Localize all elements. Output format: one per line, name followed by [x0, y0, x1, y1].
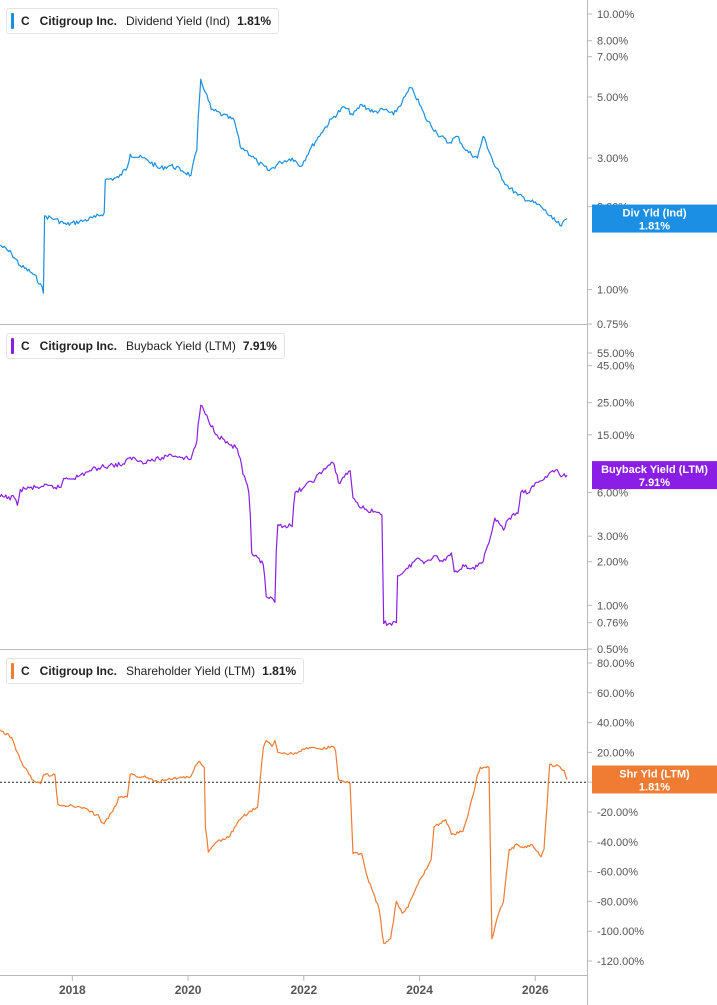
legend-color-swatch: [11, 663, 14, 679]
legend-buyback-yield: C Citigroup Inc. Buyback Yield (LTM) 7.9…: [6, 333, 285, 359]
x-tick-label: 2020: [175, 983, 202, 997]
series-line: [0, 404, 568, 626]
last-value-tag-label: Div Yld (Ind): [623, 208, 687, 220]
y-tick-label: 40.00%: [597, 718, 635, 730]
y-tick-label: -80.00%: [597, 896, 638, 908]
last-value-tag: [592, 204, 717, 233]
legend-ticker: C: [21, 339, 30, 353]
x-tick-label: 2022: [290, 983, 317, 997]
legend-color-swatch: [11, 338, 14, 354]
legend-company: Citigroup Inc.: [39, 664, 117, 678]
series-line: [0, 729, 568, 945]
y-tick-label: 0.75%: [597, 319, 628, 331]
y-tick-label: 80.00%: [597, 658, 635, 670]
x-tick-label: 2026: [522, 983, 549, 997]
legend-metric: Shareholder Yield (LTM): [126, 664, 256, 678]
last-value-tag-value: 7.91%: [639, 477, 670, 489]
legend-company: Citigroup Inc.: [39, 339, 117, 353]
last-value-tag-label: Buyback Yield (LTM): [601, 464, 708, 476]
y-tick-label: 1.00%: [597, 285, 628, 297]
y-tick-label: 0.50%: [597, 644, 628, 656]
legend-value: 1.81%: [262, 664, 297, 678]
y-tick-label: -120.00%: [597, 956, 644, 968]
last-value-tag-label: Shr Yld (LTM): [619, 769, 690, 781]
last-value-tag-value: 1.81%: [639, 221, 670, 233]
y-tick-label: 1.00%: [597, 600, 628, 612]
y-tick-label: 15.00%: [597, 430, 635, 442]
y-tick-label: 6.00%: [597, 488, 628, 500]
x-tick-label: 2018: [59, 983, 86, 997]
series-line: [0, 78, 568, 294]
y-tick-label: -40.00%: [597, 837, 638, 849]
y-tick-label: 10.00%: [597, 9, 635, 21]
legend-metric: Buyback Yield (LTM): [126, 339, 236, 353]
legend-color-swatch: [11, 13, 14, 29]
y-tick-label: 25.00%: [597, 398, 635, 410]
legend-dividend-yield: C Citigroup Inc. Dividend Yield (Ind) 1.…: [6, 8, 280, 34]
y-tick-label: 20.00%: [597, 747, 635, 759]
last-value-tag-value: 1.81%: [639, 782, 670, 794]
y-tick-label: 60.00%: [597, 688, 635, 700]
y-tick-label: 5.00%: [597, 92, 628, 104]
legend-ticker: C: [21, 14, 30, 28]
y-tick-label: 0.76%: [597, 618, 628, 630]
legend-shareholder-yield: C Citigroup Inc. Shareholder Yield (LTM)…: [6, 658, 305, 684]
y-tick-label: -100.00%: [597, 926, 644, 938]
y-tick-label: -20.00%: [597, 807, 638, 819]
legend-ticker: C: [21, 664, 30, 678]
y-tick-label: 55.00%: [597, 348, 635, 360]
y-tick-label: 8.00%: [597, 36, 628, 48]
legend-company: Citigroup Inc.: [39, 14, 117, 28]
legend-value: 1.81%: [237, 14, 272, 28]
y-tick-label: 3.00%: [597, 531, 628, 543]
y-tick-label: 3.00%: [597, 153, 628, 165]
y-tick-label: 45.00%: [597, 361, 635, 373]
last-value-tag: [592, 765, 717, 794]
y-tick-label: -60.00%: [597, 867, 638, 879]
last-value-tag: [592, 461, 717, 490]
x-tick-label: 2024: [406, 983, 433, 997]
y-tick-label: 2.00%: [597, 557, 628, 569]
legend-metric: Dividend Yield (Ind): [126, 14, 231, 28]
legend-value: 7.91%: [242, 339, 277, 353]
y-tick-label: 7.00%: [597, 52, 628, 64]
